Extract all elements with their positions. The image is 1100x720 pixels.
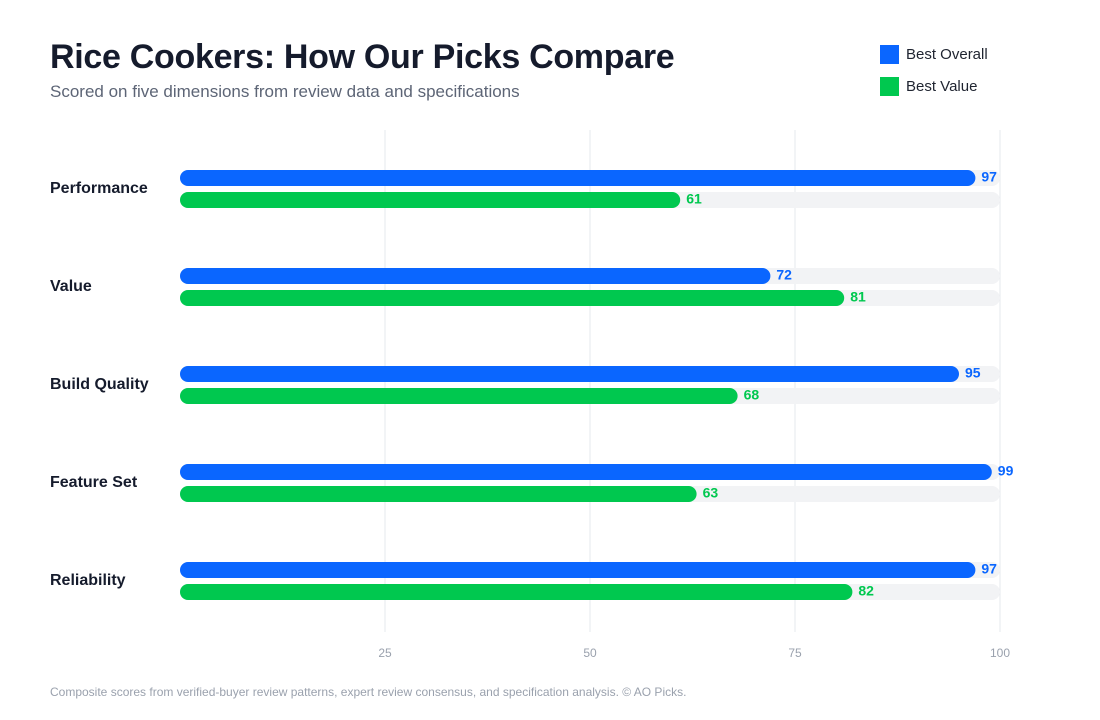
legend-item-best-value: Best Value [880, 77, 1080, 97]
category-label-performance: Performance [50, 180, 148, 197]
category-label-feature-set: Feature Set [50, 474, 138, 491]
bar-build-quality-best-overall [180, 366, 959, 382]
legend-item-best-overall: Best Overall [880, 45, 1080, 65]
footnote: Composite scores from verified-buyer rev… [50, 685, 687, 699]
x-tick-label-25: 25 [378, 646, 392, 660]
bar-value-best-value [180, 290, 845, 306]
legend-swatch-best-overall [880, 45, 899, 64]
data-label-reliability-best-overall: 97 [981, 561, 997, 577]
bar-feature-set-best-value [180, 486, 697, 502]
legend-label-best-value: Best Value [906, 78, 978, 95]
data-label-build-quality-best-overall: 95 [965, 365, 981, 381]
x-tick-label-50: 50 [583, 646, 597, 660]
bar-value-best-overall [180, 268, 771, 284]
chart-subtitle: Scored on five dimensions from review da… [50, 82, 520, 101]
category-label-build-quality: Build Quality [50, 376, 149, 393]
bar-reliability-best-value [180, 584, 853, 600]
bar-performance-best-value [180, 192, 681, 208]
data-label-reliability-best-value: 82 [858, 583, 874, 599]
bar-performance-best-overall [180, 170, 976, 186]
chart-title: Rice Cookers: How Our Picks Compare [50, 38, 675, 76]
data-label-performance-best-value: 61 [686, 191, 702, 207]
legend: Best Overall Best Value [880, 45, 1080, 109]
data-label-feature-set-best-overall: 99 [998, 463, 1014, 479]
category-label-reliability: Reliability [50, 572, 126, 589]
bar-build-quality-best-value [180, 388, 738, 404]
legend-label-best-overall: Best Overall [906, 46, 988, 63]
data-label-build-quality-best-value: 68 [744, 387, 760, 403]
x-tick-label-100: 100 [990, 646, 1010, 660]
category-label-value: Value [50, 278, 92, 295]
bar-feature-set-best-overall [180, 464, 992, 480]
bar-reliability-best-overall [180, 562, 976, 578]
data-label-value-best-value: 81 [850, 289, 866, 305]
x-tick-label-75: 75 [788, 646, 802, 660]
data-label-value-best-overall: 72 [776, 267, 792, 283]
legend-swatch-best-value [880, 77, 899, 96]
data-label-feature-set-best-value: 63 [703, 485, 719, 501]
data-label-performance-best-overall: 97 [981, 169, 997, 185]
